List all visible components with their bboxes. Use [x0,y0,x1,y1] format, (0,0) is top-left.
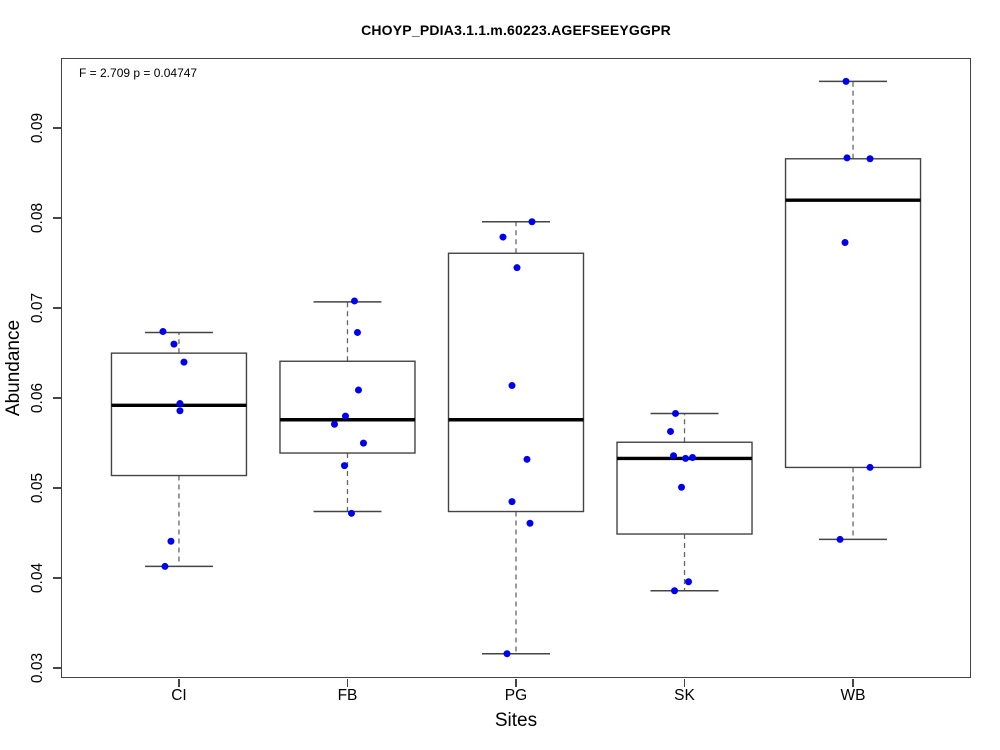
x-axis-label: Sites [494,710,538,731]
x-tick-label-pg: PG [504,687,528,704]
jitter-point-pg [523,455,531,463]
jitter-point-sk [671,587,679,595]
jitter-point-wb [841,238,849,246]
x-tick-label-fb: FB [337,687,358,704]
jitter-point-ci [159,328,167,336]
y-tick-label: 0.06 [29,383,46,414]
y-tick-mark [53,217,61,219]
y-tick-label: 0.08 [29,203,46,234]
jitter-point-fb [340,462,348,470]
y-tick-label: 0.07 [29,293,46,324]
jitter-point-fb [354,386,362,394]
jitter-point-fb [330,420,338,428]
y-tick-label: 0.09 [29,113,46,144]
jitter-point-ci [167,537,175,545]
jitter-point-fb [353,328,361,336]
jitter-point-fb [347,509,355,517]
y-tick-mark [53,487,61,489]
jitter-point-pg [528,218,536,226]
jitter-point-wb [836,535,844,543]
y-tick-label: 0.05 [29,473,46,504]
x-tick-label-ci: CI [171,687,187,704]
jitter-point-sk [670,452,678,460]
jitter-point-wb [843,154,851,162]
box-pg [447,252,585,513]
x-tick-mark [178,679,180,687]
y-tick-label: 0.04 [29,563,46,594]
box-ci [110,352,248,477]
y-tick-mark [53,667,61,669]
y-axis-label: Abundance [3,319,24,417]
jitter-point-pg [508,498,516,506]
plot-frame [61,58,971,678]
jitter-point-wb [866,463,874,471]
jitter-point-wb [866,155,874,163]
y-tick-label: 0.03 [29,653,46,684]
jitter-point-ci [176,400,184,408]
x-tick-label-wb: WB [840,687,866,704]
jitter-point-sk [685,578,693,586]
jitter-point-sk [672,409,680,417]
x-tick-label-sk: SK [674,687,695,704]
jitter-point-fb [350,297,358,305]
jitter-point-pg [508,382,516,390]
boxplot-canvas [110,77,922,658]
chart-title: CHOYP_PDIA3.1.1.m.60223.AGEFSEEYGGPR [361,22,671,38]
jitter-point-ci [176,407,184,415]
y-tick-mark [53,397,61,399]
y-tick-mark [53,307,61,309]
box-fb [279,360,416,454]
jitter-point-sk [667,427,675,435]
jitter-point-fb [341,412,349,420]
jitter-point-sk [689,454,697,462]
x-tick-mark [346,679,349,687]
x-tick-mark [683,679,686,687]
jitter-point-pg [499,233,507,241]
jitter-point-fb [359,439,367,447]
anova-stat-annotation: F = 2.709 p = 0.04747 [79,66,198,80]
box-wb [784,158,922,469]
x-tick-mark [852,679,854,687]
y-tick-mark [53,577,61,579]
jitter-point-wb [842,77,850,85]
jitter-point-pg [526,519,534,527]
jitter-point-sk [682,454,690,462]
jitter-point-sk [678,483,686,491]
jitter-point-ci [180,358,188,366]
jitter-point-ci [170,340,178,348]
jitter-point-pg [503,650,511,658]
y-tick-mark [53,127,61,129]
jitter-point-ci [161,562,169,570]
jitter-point-pg [513,264,521,272]
x-tick-mark [515,679,517,687]
